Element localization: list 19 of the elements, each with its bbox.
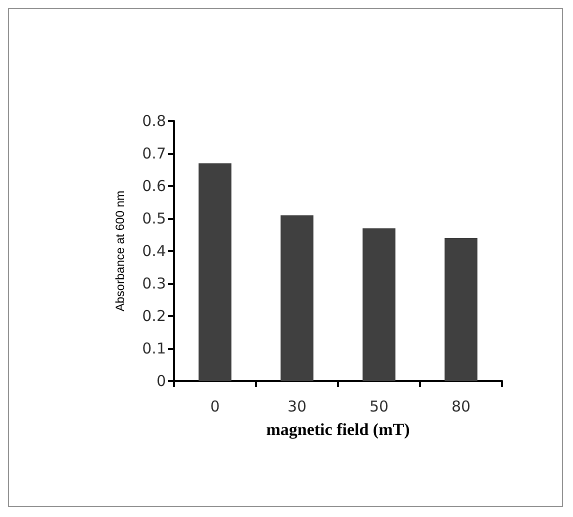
bar <box>444 238 478 381</box>
y-tick-label: 0.5 <box>142 210 166 228</box>
x-tick-label: 30 <box>287 398 307 416</box>
y-tick-label: 0.4 <box>142 242 166 260</box>
x-axis-title: magnetic field (mT) <box>266 420 410 439</box>
bar <box>198 163 232 381</box>
y-tick-label: 0.7 <box>142 144 166 162</box>
bar <box>280 215 314 381</box>
y-tick-label: 0.2 <box>142 307 166 325</box>
y-axis-title: Absorbance at 600 nm <box>113 190 127 312</box>
x-tick-label: 0 <box>210 398 220 416</box>
y-tick-label: 0 <box>156 372 166 390</box>
bar <box>362 228 396 381</box>
y-tick-label: 0.6 <box>142 177 166 195</box>
x-tick-label: 80 <box>451 398 471 416</box>
y-tick-label: 0.1 <box>142 340 166 358</box>
y-tick-label: 0.8 <box>142 112 166 130</box>
y-tick-label: 0.3 <box>142 274 166 292</box>
x-tick-label: 50 <box>369 398 389 416</box>
